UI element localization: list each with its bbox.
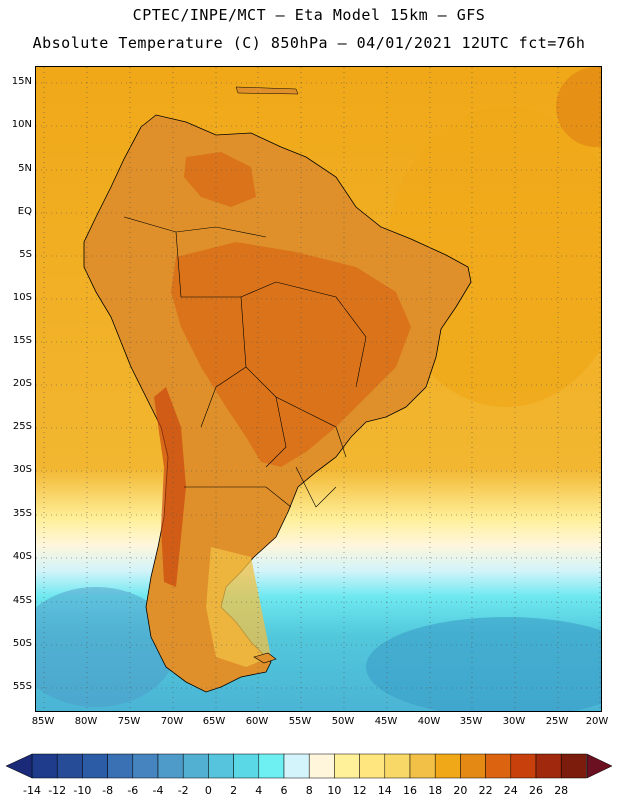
color-scale-label: 12 [352,784,367,797]
color-scale-label: -14 [23,784,41,797]
color-scale-cell [157,753,184,779]
lon-label-70w: 70W [160,716,184,727]
color-scale-label: 28 [554,784,569,797]
color-scale-label: -2 [177,784,189,797]
color-scale-cell [132,753,159,779]
color-scale-label: -4 [152,784,164,797]
map-panel [35,66,602,712]
color-scale-label: 6 [280,784,288,797]
color-scale-cell [107,753,134,779]
color-scale-cell [560,753,587,779]
color-scale-cell [434,753,461,779]
color-scale-high-arrow [586,753,613,779]
lat-label-15s: 15S [12,335,32,346]
color-scale-label: 20 [453,784,468,797]
color-scale-cell [460,753,486,779]
color-scale-label: 16 [403,784,417,797]
color-scale-bar [5,753,613,779]
falkland-islands [253,652,277,664]
lon-label-30w: 30W [502,716,526,727]
color-scale-label: 22 [478,784,493,797]
color-scale-cell [56,753,83,779]
color-scale-cell [308,753,335,779]
color-scale-cell [182,753,209,779]
lon-label-65w: 65W [202,716,226,727]
color-scale-label: 14 [377,784,392,797]
lat-label-15n: 15N [11,76,32,87]
color-scale-cell [334,753,360,779]
north-hot-zone [184,152,256,207]
color-scale-cell [233,753,260,779]
color-scale-label: -12 [48,784,67,797]
map-title-line2: Absolute Temperature (C) 850hPa — 04/01/… [32,34,586,52]
lat-label-25s: 25S [12,421,32,432]
color-scale-cells [31,753,587,779]
ne-warm-zone [556,67,601,147]
color-scale-label: -8 [102,784,114,797]
lon-label-45w: 45W [374,716,398,727]
color-scale-cell [31,753,58,779]
color-scale-label: 18 [428,784,443,797]
lon-label-60w: 60W [245,716,269,727]
color-scale-cell [283,753,310,779]
lon-label-80w: 80W [74,716,98,727]
color-scale-cell [535,753,562,779]
lat-label-50s: 50S [12,638,32,649]
lon-label-20w: 20W [585,716,609,727]
color-scale-label: -10 [73,784,92,797]
lat-label-20s: 20S [12,378,32,389]
lat-label-30s: 30S [12,464,32,475]
map-title-line1: CPTEC/INPE/MCT — Eta Model 15km — GFS [132,6,486,24]
lon-label-75w: 75W [117,716,141,727]
lat-label-40s: 40S [12,551,32,562]
south-pacific-cold-pool [36,587,176,707]
temperature-map [36,67,601,711]
lat-label-5s: 5S [19,249,32,260]
lat-label-eq: EQ [17,206,32,217]
color-scale-label: -6 [127,784,139,797]
color-scale-cell [208,753,234,779]
lat-label-10n: 10N [11,119,32,130]
lat-label-10s: 10S [12,292,32,303]
lat-label-45s: 45S [12,595,32,606]
patagonia-zone [206,547,271,667]
lon-label-35w: 35W [459,716,483,727]
color-scale-label: 24 [503,784,518,797]
color-scale-label: 26 [529,784,543,797]
color-scale-cell [510,753,537,779]
lon-label-25w: 25W [545,716,569,727]
caribbean-islands [235,86,299,95]
color-scale-label: 8 [305,784,313,797]
lon-label-85w: 85W [31,716,55,727]
color-scale-low-arrow [5,753,33,779]
color-scale-cell [82,753,108,779]
color-scale-cell [409,753,436,779]
lon-label-55w: 55W [288,716,312,727]
color-scale-cell [258,753,285,779]
lat-label-5n: 5N [18,163,32,174]
lat-label-55s: 55S [12,681,32,692]
lon-label-50w: 50W [331,716,355,727]
color-scale-cell [485,753,512,779]
andes-warm-strip [154,387,186,587]
lon-label-40w: 40W [417,716,441,727]
interior-hot-zone [171,242,411,467]
color-scale-label: 10 [327,784,342,797]
color-scale-label: 0 [204,784,212,797]
color-scale-label: 4 [255,784,263,797]
color-scale-cell [384,753,411,779]
color-scale-label: 2 [230,784,238,797]
south-atlantic-cold-pool [366,617,601,711]
color-scale-cell [359,753,386,779]
lat-label-35s: 35S [12,508,32,519]
